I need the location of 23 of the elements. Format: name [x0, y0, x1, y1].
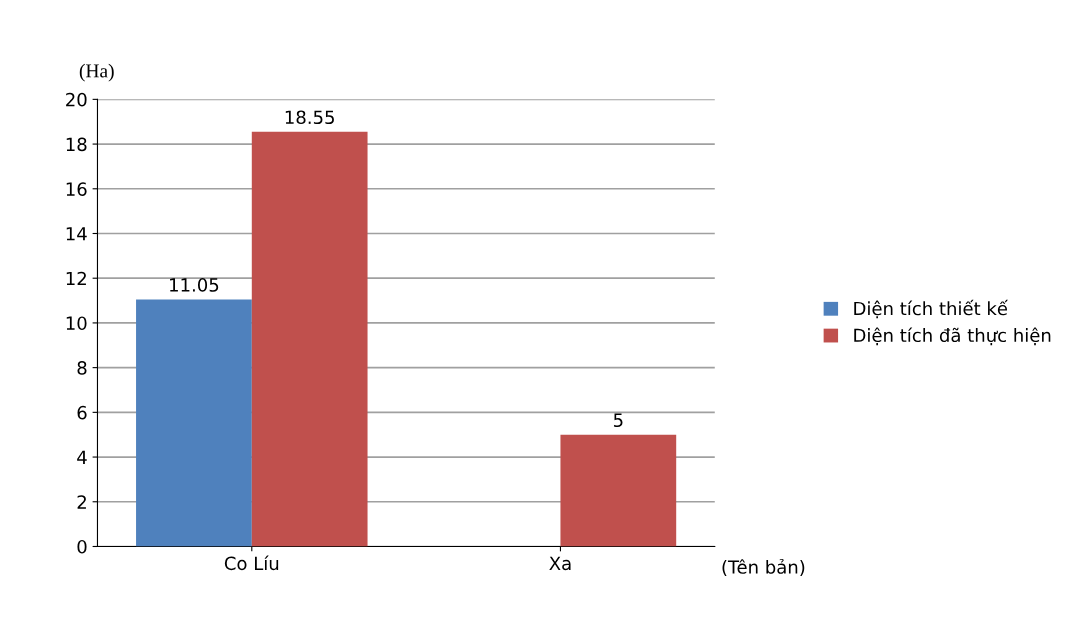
- legend-label: Diện tích đã thực hiện: [854, 327, 1051, 346]
- y-tick-label: 8: [77, 361, 87, 375]
- y-tick-label: 16: [66, 182, 87, 196]
- x-tick-label: Xa: [549, 556, 571, 571]
- y-axis-title: (Ha): [79, 63, 114, 82]
- data-label: 18.55: [285, 110, 334, 125]
- y-tick-label: 12: [66, 271, 86, 286]
- bar: [560, 434, 677, 547]
- y-tick-label: 6: [77, 405, 87, 420]
- y-tick-label: 18: [66, 137, 87, 152]
- bar: [136, 299, 252, 547]
- y-tick-label: 10: [66, 316, 87, 331]
- bar: [251, 131, 368, 547]
- x-tick-label: Co Líu: [224, 555, 279, 571]
- y-tick-label: 20: [66, 92, 87, 107]
- data-label: 11.05: [170, 278, 219, 292]
- y-tick-label: 2: [77, 495, 86, 509]
- data-label: 5: [613, 413, 623, 428]
- legend-label: Diện tích thiết kế: [854, 299, 1008, 319]
- y-tick-label: 0: [77, 539, 87, 554]
- x-axis-title: (Tên bản): [722, 558, 805, 576]
- y-tick-label: 14: [66, 227, 87, 241]
- y-tick-label: 4: [77, 450, 87, 464]
